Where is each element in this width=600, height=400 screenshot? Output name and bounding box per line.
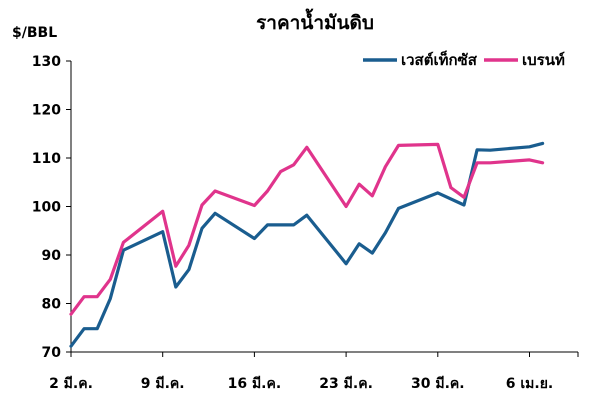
legend: เวสต์เท็กซัส เบรนท์ — [363, 50, 565, 69]
series-line-brent — [69, 142, 545, 316]
legend-label: เบรนท์ — [522, 51, 565, 69]
y-tick-label: 130 — [32, 54, 61, 70]
y-tick-label: 90 — [42, 248, 62, 264]
y-tick-label: 100 — [32, 200, 61, 216]
y-tick-label: 80 — [42, 297, 62, 313]
x-tick-label: 2 มี.ค. — [49, 376, 93, 392]
x-tick-label: 6 เม.ย. — [506, 376, 553, 392]
y-tick-label: 120 — [32, 103, 61, 119]
x-tick-label: 30 มี.ค. — [411, 376, 465, 392]
x-tick-label: 9 มี.ค. — [141, 376, 185, 392]
plot-area: 70 80 90 100 110 120 130 2 มี.ค. 9 มี.ค. 16 มี.ค.… — [32, 54, 579, 392]
x-tick-label: 16 มี.ค. — [228, 376, 282, 392]
series-line-wti — [69, 141, 545, 348]
y-axis-unit-label: $/BBL — [12, 25, 57, 41]
x-tick-label: 23 มี.ค. — [319, 376, 373, 392]
y-tick-label: 70 — [42, 345, 62, 361]
y-tick-label: 110 — [32, 151, 61, 167]
legend-label: เวสต์เท็กซัส — [401, 50, 478, 69]
chart-title: ราคาน้ำมันดิบ — [256, 8, 374, 34]
